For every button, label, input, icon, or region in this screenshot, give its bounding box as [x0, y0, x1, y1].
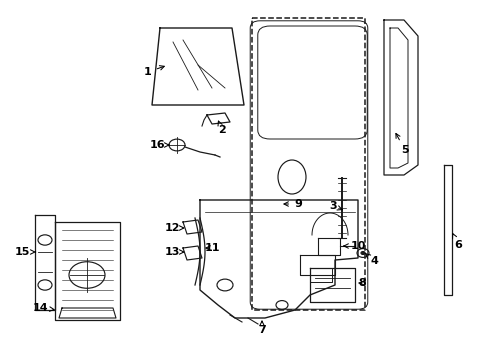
- Text: 3: 3: [328, 201, 342, 211]
- Text: 13: 13: [164, 247, 183, 257]
- Text: 7: 7: [258, 321, 265, 335]
- Text: 1: 1: [144, 66, 164, 77]
- Text: 10: 10: [343, 241, 365, 251]
- Text: 6: 6: [451, 234, 461, 250]
- Text: 9: 9: [284, 199, 301, 209]
- Text: 16: 16: [150, 140, 169, 150]
- Text: 8: 8: [357, 278, 365, 288]
- Text: 11: 11: [204, 243, 219, 253]
- Text: 4: 4: [365, 253, 377, 266]
- Circle shape: [360, 252, 364, 255]
- Text: 15: 15: [14, 247, 35, 257]
- Text: 14: 14: [32, 303, 54, 313]
- Text: 2: 2: [218, 121, 225, 135]
- Text: 5: 5: [395, 134, 408, 155]
- Text: 12: 12: [164, 223, 183, 233]
